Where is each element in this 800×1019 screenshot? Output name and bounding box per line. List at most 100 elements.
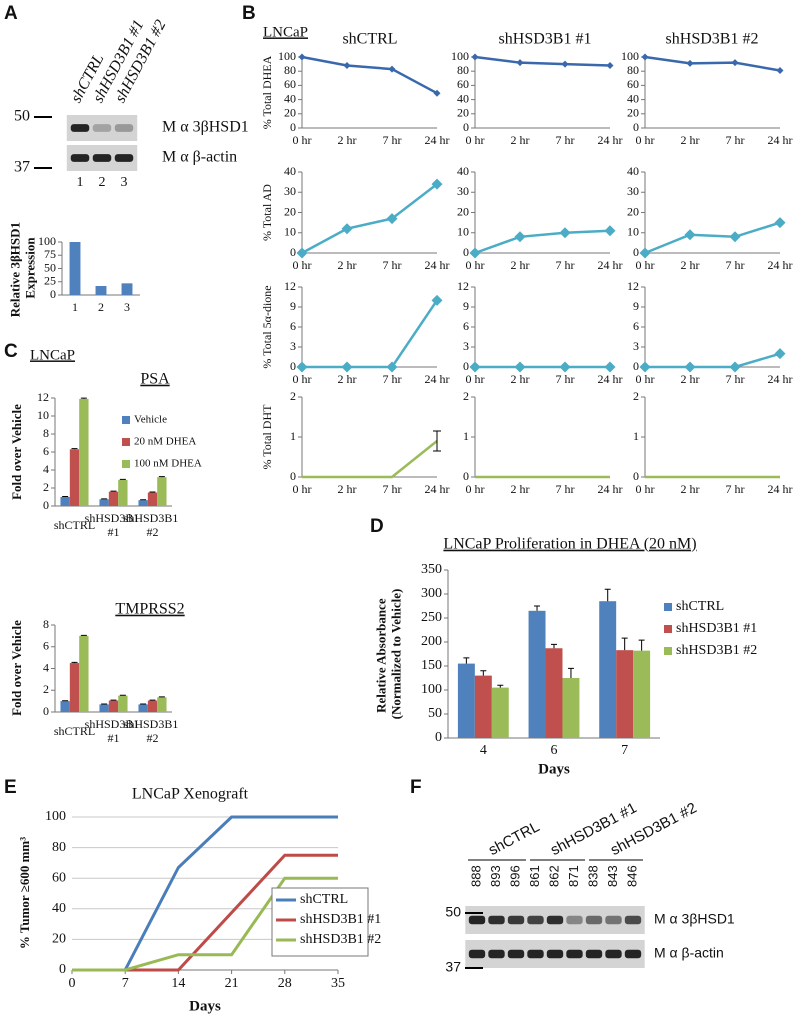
y-tick-label: 2	[43, 480, 49, 494]
bar	[118, 479, 128, 506]
line	[72, 876, 338, 972]
point	[388, 65, 396, 73]
x-tick-label: 24 hr	[768, 482, 793, 496]
x-tick-label: 0	[69, 976, 76, 991]
y-axis-label: % Total 5α-dione	[260, 285, 274, 368]
lane-number: 846	[624, 865, 639, 887]
y-tick-label: 60	[52, 870, 66, 885]
y-axis-label: Fold over Vehicle	[9, 620, 24, 716]
blot-band	[70, 154, 90, 162]
x-tick-label: 2 hr	[681, 133, 700, 147]
column-title: shHSD3B1 #2	[666, 31, 759, 48]
point	[684, 229, 696, 241]
x-tick-label: 2 hr	[338, 372, 357, 386]
x-tick-label: 0 hr	[636, 372, 655, 386]
y-tick-label: 100	[421, 682, 442, 697]
point	[774, 348, 786, 360]
blot-band	[624, 915, 642, 925]
y-axis-label: Relative 3βHSD1 Expression	[7, 219, 37, 318]
y-tick-label: 40	[457, 91, 469, 105]
y-tick-label: 20	[284, 106, 296, 120]
x-tick-label: 0 hr	[636, 258, 655, 272]
x-axis-label: Days	[189, 998, 221, 1014]
y-tick-label: 0	[633, 359, 639, 373]
y-tick-label: 0	[463, 469, 469, 483]
y-axis-label: Relative Absorbance (Normalized to Vehic…	[373, 589, 403, 720]
line	[301, 55, 438, 95]
point	[686, 59, 694, 67]
x-tick-label: shHSD3B1 #2	[124, 511, 182, 539]
bar	[457, 663, 475, 738]
y-tick-label: 40	[284, 91, 296, 105]
legend-label: shHSD3B1 #1	[676, 621, 757, 636]
point	[639, 247, 651, 259]
point	[684, 361, 696, 373]
y-tick-label: 100	[278, 49, 296, 63]
y-tick-label: 10	[627, 225, 639, 239]
y-axis-label: % Total DHT	[260, 404, 274, 470]
point	[296, 247, 308, 259]
panel-label: E	[4, 777, 17, 798]
y-tick-label: 2	[463, 389, 469, 403]
legend-swatch	[664, 625, 672, 633]
y-tick-label: 75	[44, 247, 56, 261]
blot-band	[624, 949, 642, 959]
y-tick-label: 20	[284, 204, 296, 218]
x-tick-label: 0 hr	[293, 372, 312, 386]
x-tick-label: 2 hr	[511, 133, 530, 147]
blot-band	[488, 915, 505, 925]
bar	[69, 663, 80, 712]
lane-number: 871	[566, 865, 581, 887]
x-tick-label: 0 hr	[293, 133, 312, 147]
cell-line: LNCaP	[263, 24, 308, 40]
legend-label: shHSD3B1 #2	[676, 643, 757, 658]
x-tick-label: 24 hr	[598, 258, 623, 272]
bar	[60, 497, 70, 506]
y-tick-label: 3	[290, 339, 296, 353]
point	[559, 227, 571, 239]
error-bar	[534, 605, 541, 611]
bar	[108, 491, 119, 506]
line	[302, 299, 439, 369]
y-tick-label: 30	[284, 184, 296, 198]
x-tick-label: 2 hr	[511, 482, 530, 496]
y-tick-label: 0	[43, 704, 49, 718]
point	[559, 361, 571, 373]
y-tick-label: 80	[627, 63, 639, 77]
x-tick-label: 1	[72, 300, 78, 314]
x-tick-label: 24 hr	[425, 258, 450, 272]
y-tick-label: 60	[284, 77, 296, 91]
y-tick-label: 1	[290, 429, 296, 443]
y-tick-label: 0	[435, 730, 442, 745]
legend-swatch	[122, 438, 130, 446]
legend-label: shHSD3B1 #1	[300, 912, 381, 927]
y-tick-label: 10	[37, 408, 49, 422]
bar	[79, 635, 89, 712]
blot-band	[585, 915, 603, 925]
bar	[599, 601, 617, 738]
x-tick-label: 2 hr	[338, 482, 357, 496]
y-tick-label: 3	[633, 339, 639, 353]
legend-swatch	[122, 416, 130, 424]
x-tick-label: 7 hr	[726, 133, 745, 147]
legend-label: shHSD3B1 #2	[300, 932, 381, 947]
legend-swatch	[664, 603, 672, 611]
blot-band	[70, 124, 90, 132]
x-tick-label: 24 hr	[768, 372, 793, 386]
y-tick-label: 0	[633, 469, 639, 483]
x-tick-label: 7 hr	[556, 133, 575, 147]
bar	[528, 610, 546, 738]
y-tick-label: 0	[463, 120, 469, 134]
x-tick-label: 0 hr	[636, 133, 655, 147]
point	[296, 361, 308, 373]
point	[604, 225, 616, 237]
legend-swatch	[664, 647, 672, 655]
y-axis-label: Fold over Vehicle	[9, 404, 24, 500]
bar	[616, 650, 634, 738]
point	[774, 217, 786, 229]
y-tick-label: 0	[290, 359, 296, 373]
x-tick-label: 7	[621, 743, 628, 758]
point	[639, 361, 651, 373]
point	[514, 361, 526, 373]
mw-marker: 50	[445, 904, 461, 920]
